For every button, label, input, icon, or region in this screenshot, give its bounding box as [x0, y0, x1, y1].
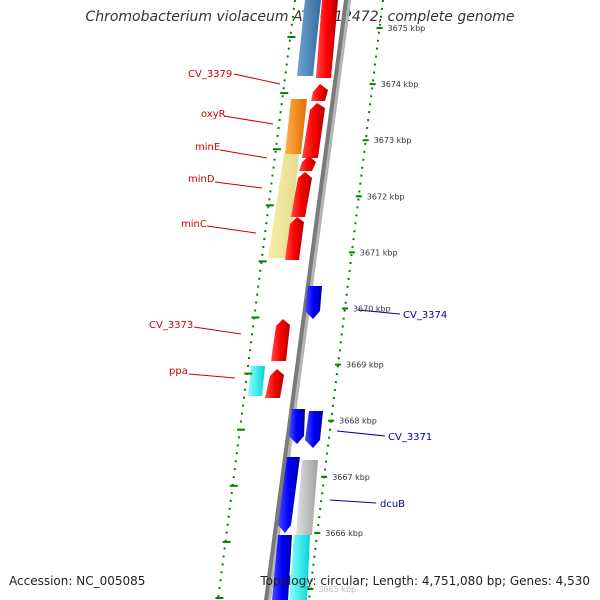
tick-label: 3673 kbp — [374, 136, 412, 145]
cog-bar-orange — [285, 99, 307, 154]
right-gene-labels: CV_3374 CV_3371 dcuB — [380, 310, 447, 510]
reverse-genes — [272, 286, 323, 600]
ruler-left — [217, 0, 296, 600]
tick-label: 3669 kbp — [346, 361, 384, 370]
leader-cv3371 — [336, 430, 386, 437]
gene-blue-bottom — [272, 535, 292, 600]
gene-minC — [285, 217, 304, 260]
leader-cv3373 — [193, 326, 242, 335]
tick-label: 3670 kbp — [353, 305, 391, 314]
tick-label: 3667 kbp — [332, 473, 370, 482]
gene-ppa — [265, 369, 284, 398]
leader-minE — [219, 149, 268, 159]
gene-minE — [299, 156, 316, 171]
tick-label: 3674 kbp — [381, 80, 419, 89]
label-minE[interactable]: minE — [195, 142, 220, 153]
label-oxyR[interactable]: oxyR — [201, 109, 226, 120]
label-minC[interactable]: minC — [181, 219, 207, 230]
gene-dcuB — [278, 457, 300, 533]
leader-dcuB — [329, 499, 377, 504]
leader-cv3379 — [233, 73, 281, 85]
left-gene-labels: CV_3379 oxyR minE minD minC CV_3373 ppa — [149, 69, 232, 377]
accession-text: Accession: NC_005085 — [9, 574, 146, 588]
cog-bar-cyan-2 — [289, 535, 310, 600]
ruler-ticks: 3675 kbp 3674 kbp 3673 kbp 3672 kbp 3671 kbp… — [215, 24, 426, 599]
gene-cv3372 — [289, 409, 305, 444]
label-minD[interactable]: minD — [188, 174, 215, 185]
tick-label: 3666 kbp — [325, 529, 363, 538]
right-label-leaders — [329, 309, 401, 504]
label-cv3379[interactable]: CV_3379 — [188, 69, 232, 80]
leader-cv3374 — [357, 309, 401, 315]
cog-bar-cyan — [248, 366, 265, 396]
map-title: Chromobacterium violaceum ATCC 12472, co… — [85, 9, 515, 25]
gene-cv3371 — [305, 411, 323, 448]
tick-label: 3675 kbp — [388, 24, 426, 33]
cog-bar-gray — [296, 460, 318, 535]
leader-ppa — [188, 373, 236, 379]
left-label-leaders — [188, 73, 281, 379]
gene-oxyR — [302, 103, 325, 158]
gene-cv3373 — [271, 319, 290, 361]
tick-label: 3668 kbp — [339, 417, 377, 426]
leader-minD — [214, 181, 263, 189]
topology-text: Topology: circular; Length: 4,751,080 bp… — [260, 574, 590, 588]
label-cv3374[interactable]: CV_3374 — [403, 310, 447, 321]
tick-label: 3671 kbp — [360, 248, 398, 257]
forward-genes — [265, 0, 338, 398]
label-cv3373[interactable]: CV_3373 — [149, 320, 193, 331]
ruler-lines — [217, 0, 384, 600]
gene-minD — [291, 172, 312, 217]
tick-label: 3665 kbp — [318, 585, 356, 594]
label-ppa[interactable]: ppa — [169, 366, 188, 377]
gene-small-1 — [311, 84, 328, 101]
leader-minC — [206, 225, 257, 234]
leader-oxyR — [223, 115, 274, 125]
gene-cv3374 — [305, 286, 322, 319]
gene-cv3379 — [316, 0, 338, 78]
label-cv3371[interactable]: CV_3371 — [388, 432, 432, 443]
tick-label: 3672 kbp — [367, 192, 405, 201]
cog-bar-steelblue — [297, 0, 321, 76]
label-dcuB[interactable]: dcuB — [380, 499, 405, 510]
